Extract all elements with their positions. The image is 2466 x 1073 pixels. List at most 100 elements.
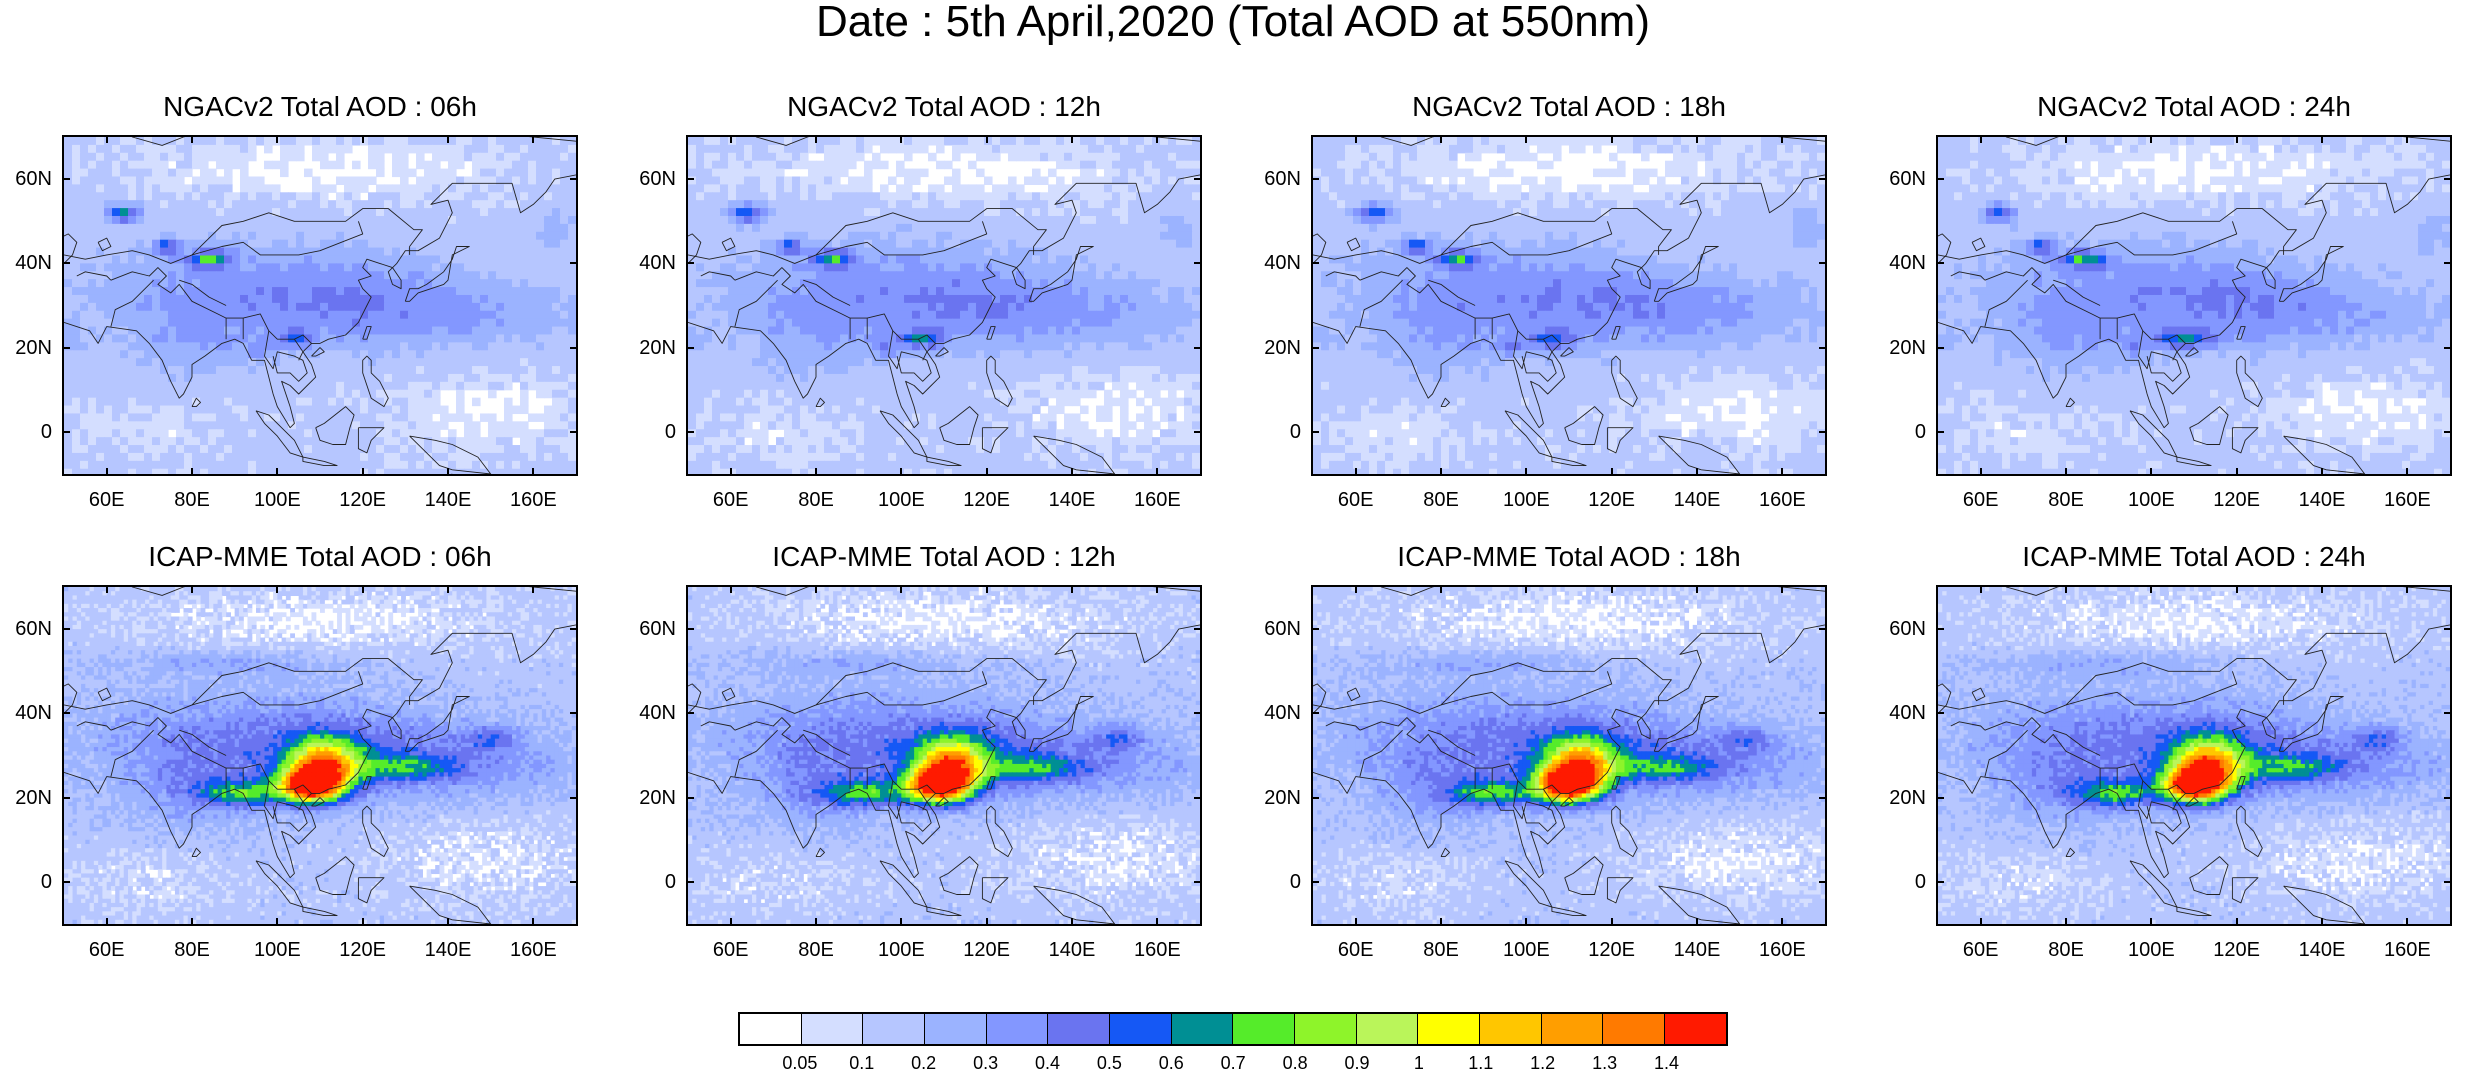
latitude-tick-mark (1936, 712, 1944, 714)
longitude-tick-mark (106, 135, 108, 143)
longitude-tick-label: 100E (2121, 490, 2181, 510)
map-panel (1936, 135, 2452, 476)
longitude-tick-mark (276, 135, 278, 143)
aod-grid-cells (64, 137, 576, 474)
longitude-tick-label: 100E (247, 940, 307, 960)
latitude-tick-mark (2444, 797, 2452, 799)
colorbar-swatch (863, 1014, 925, 1044)
longitude-tick-mark (1696, 135, 1698, 143)
longitude-tick-mark (362, 468, 364, 476)
latitude-tick-mark (2444, 262, 2452, 264)
longitude-tick-label: 80E (786, 940, 846, 960)
latitude-tick-mark (62, 712, 70, 714)
longitude-tick-label: 160E (503, 940, 563, 960)
longitude-tick-mark (986, 468, 988, 476)
longitude-tick-label: 60E (77, 490, 137, 510)
latitude-tick-label: 20N (1241, 338, 1301, 358)
colorbar-label: 0.05 (770, 1054, 830, 1072)
latitude-tick-mark (1311, 797, 1319, 799)
latitude-tick-label: 40N (1866, 253, 1926, 273)
latitude-tick-mark (1311, 628, 1319, 630)
latitude-tick-mark (686, 431, 694, 433)
colorbar-swatch (987, 1014, 1049, 1044)
longitude-tick-mark (1355, 468, 1357, 476)
latitude-tick-mark (1194, 712, 1202, 714)
latitude-tick-mark (1819, 347, 1827, 349)
latitude-tick-mark (2444, 178, 2452, 180)
colorbar-label: 0.7 (1203, 1054, 1263, 1072)
latitude-tick-label: 0 (1241, 872, 1301, 892)
colorbar-swatch (1418, 1014, 1480, 1044)
longitude-tick-label: 140E (418, 490, 478, 510)
colorbar-swatch (740, 1014, 802, 1044)
longitude-tick-mark (730, 468, 732, 476)
longitude-tick-mark (1696, 585, 1698, 593)
longitude-tick-mark (2236, 135, 2238, 143)
latitude-tick-label: 40N (616, 253, 676, 273)
longitude-tick-mark (191, 468, 193, 476)
latitude-tick-label: 20N (616, 788, 676, 808)
longitude-tick-label: 80E (1411, 940, 1471, 960)
longitude-tick-label: 160E (503, 490, 563, 510)
longitude-tick-mark (1071, 585, 1073, 593)
longitude-tick-label: 140E (1042, 490, 1102, 510)
latitude-tick-mark (1936, 347, 1944, 349)
longitude-tick-mark (191, 135, 193, 143)
latitude-tick-label: 40N (1866, 703, 1926, 723)
aod-grid-cells (688, 137, 1200, 474)
colorbar-label: 0.8 (1265, 1054, 1325, 1072)
longitude-tick-label: 120E (1582, 940, 1642, 960)
latitude-tick-mark (1194, 628, 1202, 630)
longitude-tick-mark (532, 468, 534, 476)
panel-title: ICAP-MME Total AOD : 12h (674, 542, 1214, 572)
longitude-tick-mark (815, 468, 817, 476)
longitude-tick-label: 160E (1127, 940, 1187, 960)
longitude-tick-mark (1611, 918, 1613, 926)
longitude-tick-mark (447, 468, 449, 476)
longitude-tick-mark (986, 918, 988, 926)
latitude-tick-mark (1819, 881, 1827, 883)
longitude-tick-label: 140E (2292, 940, 2352, 960)
colorbar-label: 1.2 (1513, 1054, 1573, 1072)
longitude-tick-mark (362, 918, 364, 926)
colorbar-swatch (1542, 1014, 1604, 1044)
colorbar-swatch (1295, 1014, 1357, 1044)
longitude-tick-mark (447, 585, 449, 593)
colorbar-swatch (1172, 1014, 1234, 1044)
latitude-tick-mark (1311, 262, 1319, 264)
latitude-tick-mark (1819, 431, 1827, 433)
longitude-tick-mark (986, 585, 988, 593)
longitude-tick-mark (1781, 135, 1783, 143)
longitude-tick-mark (1156, 585, 1158, 593)
aod-map (1313, 587, 1825, 924)
panel-title: ICAP-MME Total AOD : 06h (50, 542, 590, 572)
longitude-tick-mark (815, 918, 817, 926)
panel-title: NGACv2 Total AOD : 18h (1299, 92, 1839, 122)
longitude-tick-label: 100E (247, 490, 307, 510)
colorbar-label: 0.5 (1079, 1054, 1139, 1072)
longitude-tick-mark (1156, 135, 1158, 143)
latitude-tick-mark (1819, 797, 1827, 799)
longitude-tick-mark (1440, 918, 1442, 926)
longitude-tick-mark (447, 918, 449, 926)
colorbar-swatch (1233, 1014, 1295, 1044)
longitude-tick-label: 120E (333, 940, 393, 960)
longitude-tick-label: 80E (1411, 490, 1471, 510)
latitude-tick-mark (62, 881, 70, 883)
longitude-tick-mark (1525, 918, 1527, 926)
latitude-tick-label: 20N (0, 788, 52, 808)
longitude-tick-mark (2065, 585, 2067, 593)
latitude-tick-mark (686, 712, 694, 714)
longitude-tick-mark (1980, 468, 1982, 476)
latitude-tick-mark (1194, 881, 1202, 883)
latitude-tick-label: 60N (0, 619, 52, 639)
latitude-tick-mark (2444, 881, 2452, 883)
latitude-tick-label: 20N (1241, 788, 1301, 808)
longitude-tick-mark (1355, 585, 1357, 593)
latitude-tick-mark (62, 347, 70, 349)
latitude-tick-mark (1194, 262, 1202, 264)
longitude-tick-mark (1611, 135, 1613, 143)
longitude-tick-label: 140E (418, 940, 478, 960)
colorbar-label: 1.1 (1451, 1054, 1511, 1072)
latitude-tick-label: 20N (0, 338, 52, 358)
